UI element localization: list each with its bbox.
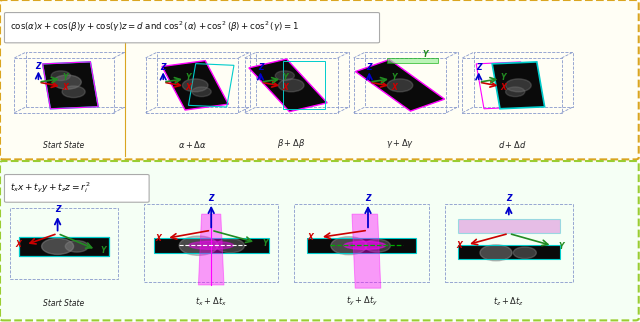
Circle shape bbox=[513, 247, 536, 259]
Text: Start State: Start State bbox=[44, 141, 84, 150]
Polygon shape bbox=[249, 59, 327, 112]
Text: Z: Z bbox=[506, 194, 511, 203]
Polygon shape bbox=[19, 237, 109, 256]
Circle shape bbox=[179, 236, 218, 255]
Circle shape bbox=[216, 239, 244, 253]
Polygon shape bbox=[458, 245, 560, 259]
Circle shape bbox=[278, 79, 304, 92]
Text: Z: Z bbox=[258, 63, 263, 72]
Circle shape bbox=[192, 87, 211, 97]
Text: $t_z+\Delta t_z$: $t_z+\Delta t_z$ bbox=[493, 296, 524, 308]
Text: X: X bbox=[155, 234, 161, 243]
Text: Y: Y bbox=[63, 73, 68, 82]
Text: $\gamma+\Delta\gamma$: $\gamma+\Delta\gamma$ bbox=[386, 137, 414, 150]
Ellipse shape bbox=[189, 242, 234, 250]
Text: Y: Y bbox=[101, 246, 106, 255]
Circle shape bbox=[65, 241, 88, 252]
Text: $t_y+\Delta t_y$: $t_y+\Delta t_y$ bbox=[346, 295, 378, 308]
Text: Z: Z bbox=[476, 63, 481, 72]
Bar bbox=[294, 204, 429, 282]
Text: $\cos(\alpha)x+\cos(\beta)y+\cos(\gamma)z = d$$\,\,\mathrm{and}\,\,$$\cos^2(\alp: $\cos(\alpha)x+\cos(\beta)y+\cos(\gamma)… bbox=[10, 20, 299, 34]
Polygon shape bbox=[352, 214, 381, 288]
Circle shape bbox=[506, 87, 525, 97]
Text: Y: Y bbox=[392, 73, 397, 82]
Text: Y: Y bbox=[501, 73, 506, 82]
Text: X: X bbox=[500, 83, 507, 92]
Polygon shape bbox=[492, 62, 545, 109]
Text: Z: Z bbox=[36, 62, 41, 71]
Bar bbox=[144, 204, 278, 282]
Circle shape bbox=[506, 79, 531, 92]
Circle shape bbox=[331, 237, 367, 255]
FancyBboxPatch shape bbox=[0, 161, 639, 320]
Text: Z: Z bbox=[55, 205, 60, 214]
Polygon shape bbox=[458, 219, 560, 233]
Text: X: X bbox=[307, 233, 314, 242]
Bar bbox=[445, 204, 573, 282]
Bar bbox=[10, 208, 118, 279]
Text: X: X bbox=[282, 83, 289, 92]
Text: Y: Y bbox=[186, 73, 191, 82]
FancyBboxPatch shape bbox=[4, 13, 380, 43]
Polygon shape bbox=[307, 238, 416, 253]
Circle shape bbox=[480, 245, 512, 261]
Text: $t_x+\Delta t_x$: $t_x+\Delta t_x$ bbox=[195, 296, 227, 308]
Polygon shape bbox=[355, 60, 445, 111]
Text: Z: Z bbox=[367, 63, 372, 72]
Circle shape bbox=[182, 79, 208, 92]
Circle shape bbox=[365, 239, 390, 252]
Text: Z: Z bbox=[365, 194, 371, 203]
Text: $t_x x+t_y y+t_z z = r_i^{\,2}$: $t_x x+t_y y+t_z z = r_i^{\,2}$ bbox=[10, 180, 91, 195]
Circle shape bbox=[53, 75, 81, 89]
Circle shape bbox=[51, 71, 70, 80]
Text: $\alpha+\Delta\alpha$: $\alpha+\Delta\alpha$ bbox=[177, 139, 207, 150]
Text: Z: Z bbox=[161, 63, 166, 72]
Text: X: X bbox=[185, 83, 191, 92]
Circle shape bbox=[387, 79, 413, 92]
Text: X: X bbox=[391, 83, 397, 92]
Polygon shape bbox=[387, 58, 438, 63]
Polygon shape bbox=[154, 238, 269, 253]
Text: X: X bbox=[456, 241, 462, 250]
Text: Y: Y bbox=[423, 50, 428, 59]
Circle shape bbox=[275, 71, 294, 80]
Text: Start State: Start State bbox=[44, 299, 84, 308]
Ellipse shape bbox=[344, 242, 385, 250]
FancyBboxPatch shape bbox=[4, 175, 149, 202]
Polygon shape bbox=[43, 62, 98, 109]
Text: Y: Y bbox=[559, 242, 564, 251]
Polygon shape bbox=[162, 61, 228, 110]
Text: Z: Z bbox=[209, 194, 214, 203]
Circle shape bbox=[62, 86, 85, 98]
Text: X: X bbox=[15, 240, 21, 249]
FancyBboxPatch shape bbox=[0, 0, 639, 159]
Text: X: X bbox=[62, 83, 68, 92]
Text: $\beta+\Delta\beta$: $\beta+\Delta\beta$ bbox=[277, 137, 305, 150]
Text: Y: Y bbox=[263, 239, 268, 248]
Text: $d+\Delta d$: $d+\Delta d$ bbox=[498, 139, 526, 150]
Text: Y: Y bbox=[283, 73, 288, 82]
Circle shape bbox=[42, 238, 74, 254]
Polygon shape bbox=[198, 214, 224, 285]
